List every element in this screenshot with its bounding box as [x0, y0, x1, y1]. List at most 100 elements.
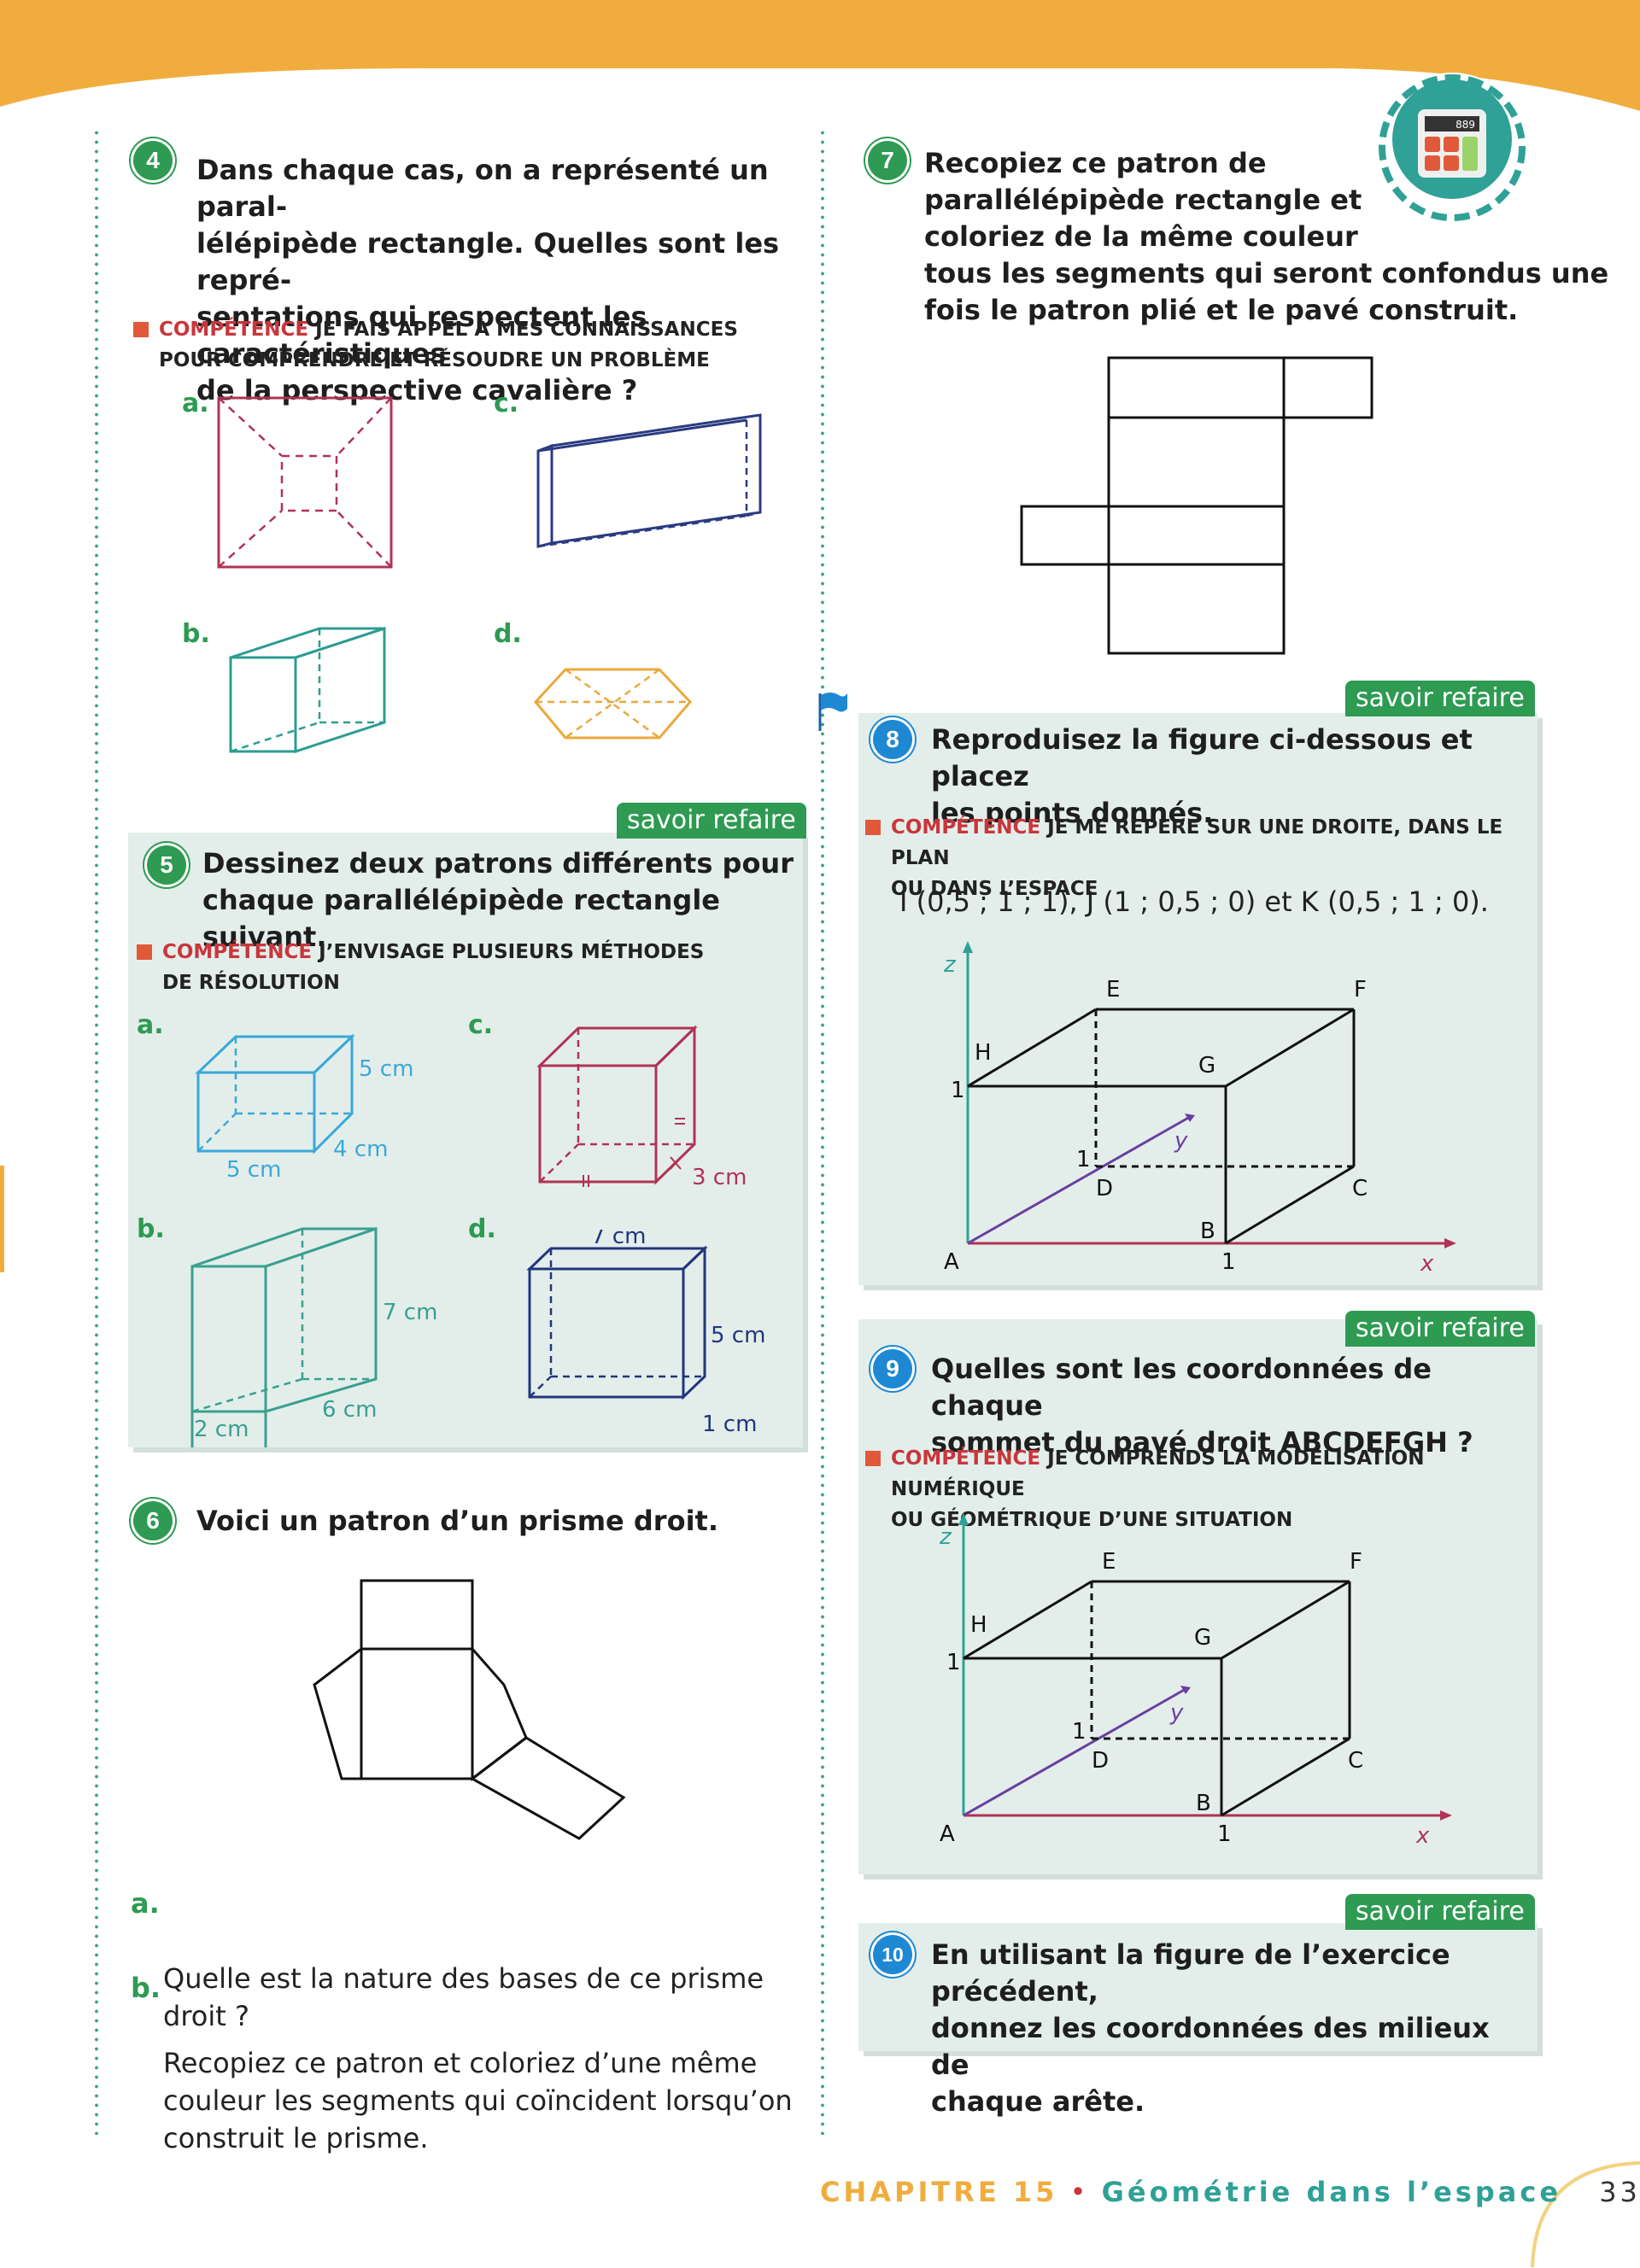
exercise-9-question: Quelles sont les coordonnées de chaque s… — [931, 1353, 1473, 1458]
flag-icon — [818, 693, 847, 731]
svg-text:H: H — [970, 1612, 987, 1638]
ex6-text-b: Recopiez ce patron et coloriez d’une mêm… — [163, 2047, 793, 2154]
svg-text:B: B — [1200, 1219, 1215, 1244]
svg-text:D: D — [1092, 1748, 1109, 1774]
corner-ornament — [1531, 2161, 1640, 2267]
exercise-6-part-a: a. Quelle est la nature des bases de ce … — [131, 1885, 805, 2072]
svg-text:E: E — [1102, 1549, 1116, 1575]
ex5d-depth-label: 1 cm — [702, 1412, 757, 1437]
exercise-8-badge: savoir refaire — [1345, 681, 1535, 716]
left-edge-tab — [0, 1166, 4, 1272]
svg-text:A: A — [940, 1821, 955, 1847]
ex5-figure-a: 5 cm 4 cm 5 cm — [195, 1033, 413, 1183]
exercise-5-question: Dessinez deux patrons différents pour ch… — [202, 847, 794, 953]
exercise-9-panel — [858, 1319, 1538, 1874]
svg-text:y: y — [1169, 1700, 1184, 1726]
svg-text:F: F — [1350, 1549, 1362, 1575]
svg-text:G: G — [1198, 1053, 1215, 1078]
top-band — [0, 0, 1640, 111]
ex5c-depth-label: 3 cm — [692, 1165, 747, 1190]
ex5-figure-b: 7 cm 6 cm 2 cm — [190, 1226, 437, 1447]
exercise-8-panel — [858, 713, 1538, 1285]
exercise-8-question: Reproduisez la figure ci-dessous et plac… — [931, 723, 1473, 829]
exercise-5-panel — [128, 833, 803, 1447]
competence-square-icon — [865, 820, 881, 835]
exercise-5-number: 5 — [147, 845, 186, 885]
svg-text:D: D — [1096, 1176, 1113, 1201]
ex6-prism-net — [313, 1579, 626, 1840]
ex6-text-a: Quelle est la nature des bases de ce pri… — [163, 1962, 764, 2032]
svg-text:F: F — [1354, 977, 1367, 1002]
ex5-label-a: a. — [137, 1010, 164, 1040]
ex5-label-b: b. — [137, 1214, 165, 1244]
footer-bullet: • — [1069, 2176, 1090, 2208]
svg-text:z: z — [939, 1524, 952, 1550]
ex5-figure-d: 7 cm 5 cm 1 cm — [526, 1230, 765, 1437]
ex4-figure-a — [217, 396, 393, 569]
svg-text:1: 1 — [1221, 1249, 1236, 1275]
exercise-4-competence: COMPÉTENCE JE FAIS APPEL À MES CONNAISSA… — [133, 314, 800, 376]
svg-text:1: 1 — [1217, 1821, 1232, 1847]
footer-chapter: CHAPITRE 15 — [820, 2176, 1058, 2208]
page-footer: CHAPITRE 15 • Géométrie dans l’espace 33… — [820, 2176, 1640, 2208]
ex4-label-b: b. — [182, 619, 210, 649]
left-margin-dots — [94, 128, 99, 2135]
ex6-label-a: a. — [131, 1887, 160, 1920]
exercise-9-number: 9 — [873, 1349, 912, 1388]
exercise-6-number: 6 — [133, 1501, 173, 1540]
exercise-10-panel — [858, 1923, 1538, 2051]
ex5-label-c: c. — [468, 1010, 494, 1040]
ex7-box-net — [1020, 356, 1374, 655]
ex5b-depth-label: 2 cm — [194, 1417, 249, 1442]
svg-text:E: E — [1106, 977, 1120, 1002]
ex9-coordinate-figure: E F H G 1 1 D C B 1 A z y x — [939, 1513, 1452, 1849]
footer-title: Géométrie dans l’espace — [1101, 2176, 1562, 2208]
competence-square-icon — [133, 322, 149, 337]
exercise-7-number: 7 — [868, 141, 907, 180]
exercise-5-badge: savoir refaire — [617, 803, 806, 839]
svg-text:A: A — [944, 1249, 959, 1275]
ex5a-width-label: 5 cm — [226, 1157, 281, 1183]
ex5-figure-c: 3 cm — [536, 1025, 747, 1190]
exercise-5-competence: COMPÉTENCE J’ENVISAGE PLUSIEURS MÉTHODES… — [137, 937, 794, 998]
svg-text:C: C — [1352, 1176, 1368, 1201]
competence-square-icon — [865, 1451, 881, 1466]
exercise-8-competence: COMPÉTENCE JE ME REPÈRE SUR UNE DROITE, … — [865, 812, 1532, 904]
ex4-figure-c — [536, 413, 762, 548]
ex5b-height-label: 7 cm — [383, 1300, 437, 1325]
svg-text:B: B — [1196, 1791, 1211, 1816]
svg-text:889: 889 — [1456, 119, 1475, 131]
exercise-8-points: I (0,5 ; 1 ; 1), J (1 ; 0,5 ; 0) et K (0… — [899, 886, 1489, 918]
exercise-9-badge: savoir refaire — [1345, 1311, 1535, 1347]
ex5-label-d: d. — [468, 1214, 496, 1244]
svg-text:G: G — [1194, 1625, 1211, 1651]
ex4-figure-b — [229, 626, 386, 754]
ex5b-width-label: 6 cm — [322, 1397, 377, 1423]
exercise-6-part-b: b. Recopiez ce patron et coloriez d’une … — [131, 1969, 805, 2195]
svg-text:1: 1 — [951, 1078, 965, 1103]
ex5a-height-label: 5 cm — [359, 1056, 413, 1082]
ex5d-width-label: 7 cm — [591, 1230, 646, 1249]
ex4-label-c: c. — [494, 389, 519, 418]
svg-text:x: x — [1420, 1251, 1434, 1277]
exercise-4-number: 4 — [133, 141, 173, 180]
svg-text:1: 1 — [1072, 1719, 1086, 1745]
exercise-10-number: 10 — [873, 1935, 912, 1974]
ex5a-depth-label: 4 cm — [333, 1137, 388, 1162]
exercise-7-question: Recopiez ce patron de parallélépipède re… — [924, 147, 1609, 326]
svg-text:y: y — [1174, 1128, 1188, 1154]
ex4-label-a: a. — [182, 389, 209, 418]
svg-text:C: C — [1348, 1748, 1363, 1774]
svg-text:x: x — [1415, 1823, 1430, 1849]
ex4-label-d: d. — [494, 619, 522, 649]
exercise-6-question: Voici un patron d’un prisme droit. — [196, 1505, 718, 1537]
competence-square-icon — [137, 944, 152, 960]
exercise-8-number: 8 — [873, 720, 912, 759]
svg-text:H: H — [975, 1040, 992, 1066]
svg-text:1: 1 — [946, 1650, 961, 1675]
exercise-4-question: Dans chaque cas, on a représenté un para… — [196, 154, 780, 406]
exercise-10-badge: savoir refaire — [1345, 1894, 1535, 1930]
ex5d-height-label: 5 cm — [711, 1323, 765, 1348]
calculator-icon: 889 — [1377, 73, 1527, 223]
exercise-9-competence: COMPÉTENCE JE COMPRENDS LA MODÉLISATION … — [865, 1443, 1532, 1535]
